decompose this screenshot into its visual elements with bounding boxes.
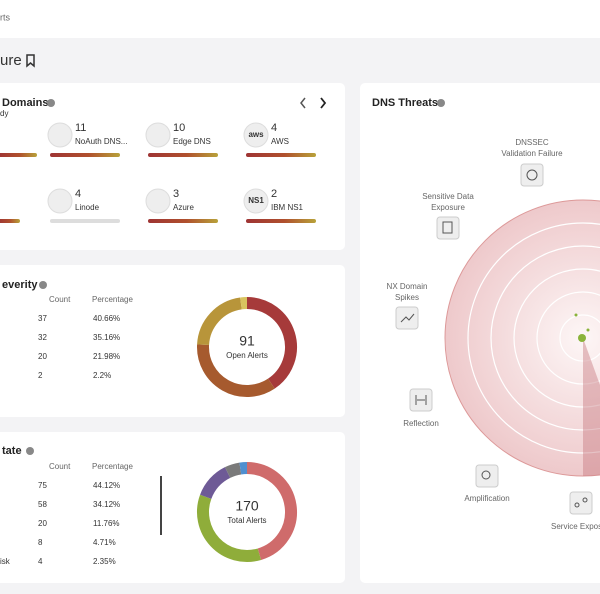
- info-icon[interactable]: [26, 447, 34, 455]
- domain-name: NoAuth DNS...: [75, 137, 127, 146]
- page-title: ure: [0, 52, 22, 69]
- next-button[interactable]: [320, 97, 327, 109]
- column-header: Count: [49, 462, 71, 471]
- domain-bar: [246, 219, 316, 223]
- axis-label: Validation Failure: [501, 149, 563, 158]
- domain-name: Linode: [75, 203, 100, 212]
- percent-cell: 11.76%: [93, 519, 120, 528]
- percent-cell: 40.66%: [93, 314, 120, 323]
- domain-icon: [145, 188, 171, 214]
- domain-bar: [0, 219, 20, 223]
- donut-total: 91: [239, 333, 255, 349]
- domain-count: 3: [173, 188, 179, 200]
- domain-icon: [47, 122, 73, 148]
- domain-icon: [243, 122, 269, 148]
- donut-segment: [246, 462, 297, 560]
- card-title: tate: [2, 445, 22, 457]
- bookmark-icon[interactable]: [26, 54, 35, 68]
- count-cell: 20: [38, 352, 47, 361]
- percent-cell: 35.16%: [93, 333, 120, 342]
- domains-card: [0, 83, 345, 250]
- count-cell: 20: [38, 519, 47, 528]
- domain-icon: [243, 188, 269, 214]
- icon-text: aws: [248, 130, 264, 139]
- axis-label: Sensitive Data: [422, 192, 474, 201]
- info-icon[interactable]: [47, 99, 55, 107]
- donut-segment: [224, 462, 242, 478]
- donut-segment: [197, 494, 262, 562]
- count-cell: 37: [38, 314, 47, 323]
- donut-label: Total Alerts: [227, 516, 266, 525]
- domain-count: 10: [173, 122, 185, 134]
- domain-bar: [50, 153, 120, 157]
- info-icon[interactable]: [437, 99, 445, 107]
- column-header: Count: [49, 295, 71, 304]
- donut-segment: [197, 297, 243, 346]
- card-title: DNS Threats: [372, 97, 438, 109]
- domain-count: 11: [75, 122, 86, 134]
- count-cell: 58: [38, 500, 47, 509]
- percent-cell: 44.12%: [93, 481, 120, 490]
- domain-bar: [246, 153, 316, 157]
- count-cell: 8: [38, 538, 43, 547]
- icon-text: NS1: [248, 196, 264, 205]
- prev-button[interactable]: [300, 97, 306, 109]
- domain-name: Azure: [173, 203, 194, 212]
- card-title: everity: [2, 279, 38, 291]
- info-icon[interactable]: [39, 281, 47, 289]
- column-header: Percentage: [92, 462, 133, 471]
- domain-count: 4: [271, 122, 277, 134]
- percent-cell: 21.98%: [93, 352, 120, 361]
- axis-label: Exposure: [431, 203, 465, 212]
- breadcrumb[interactable]: rts: [0, 12, 10, 22]
- count-cell: 32: [38, 333, 47, 342]
- percent-cell: 2.2%: [93, 371, 111, 380]
- domain-bar: [148, 153, 218, 157]
- donut-total: 170: [235, 498, 259, 514]
- percent-cell: 2.35%: [93, 557, 116, 566]
- percent-cell: 34.12%: [93, 500, 120, 509]
- donut-segment: [239, 462, 248, 475]
- domain-icon: [145, 122, 171, 148]
- count-cell: 2: [38, 371, 43, 380]
- axis-label: NX Domain: [387, 282, 428, 291]
- donut-segment: [200, 467, 231, 500]
- donut-segment: [246, 297, 297, 389]
- domain-bar: [50, 219, 120, 223]
- radar-labels: DNSSEC Validation Failure Sensitive Data…: [387, 138, 600, 531]
- card-title: Domains: [2, 97, 48, 109]
- domain-count: 2: [271, 188, 277, 200]
- row-label: isk: [0, 557, 11, 566]
- axis-label: Reflection: [403, 419, 439, 428]
- domain-list: dy 11 NoAuth DNS... 10 Edge DNS aws 4 AWS 4 Linod…: [0, 109, 316, 223]
- domain-bar: [148, 219, 218, 223]
- axis-label: Service Expos: [551, 522, 600, 531]
- axis-label: Amplification: [464, 494, 509, 503]
- domain-name: AWS: [271, 137, 289, 146]
- count-cell: 4: [38, 557, 43, 566]
- axis-label: DNSSEC: [515, 138, 549, 147]
- percent-cell: 4.71%: [93, 538, 116, 547]
- top-bar: [0, 0, 600, 38]
- domain-name: IBM NS1: [271, 203, 304, 212]
- severity-table: Count Percentage 37 40.66% 32 35.16% 20 21.98% 2…: [38, 295, 297, 397]
- donut-label: Open Alerts: [226, 351, 268, 360]
- donut-segment: [197, 344, 275, 397]
- domain-bar: [0, 153, 37, 157]
- domain-count: 4: [75, 188, 81, 200]
- domain-icon: [47, 188, 73, 214]
- radar-icons: [395, 163, 593, 515]
- domain-name: Edge DNS: [173, 137, 211, 146]
- radar: [444, 199, 600, 477]
- count-cell: 75: [38, 481, 47, 490]
- domain-name: dy: [0, 109, 8, 118]
- axis-label: Spikes: [395, 293, 419, 302]
- column-header: Percentage: [92, 295, 133, 304]
- state-table: Count Percentage 75 44.12% 58 34.12% 20 11.76% 8…: [0, 462, 297, 566]
